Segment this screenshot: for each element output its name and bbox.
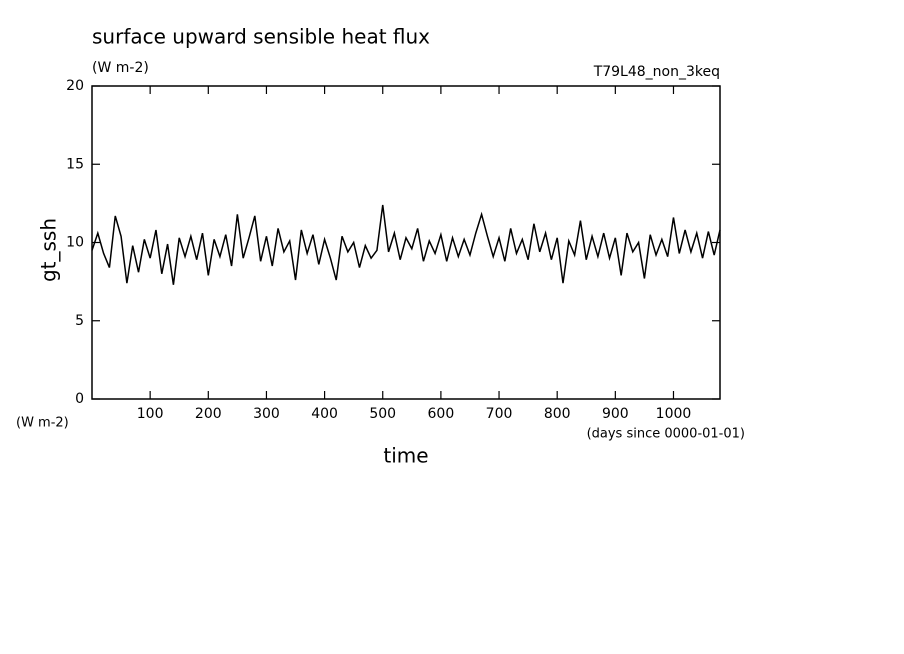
y-tick-label: 0 bbox=[75, 391, 84, 407]
x-tick-label: 600 bbox=[428, 406, 455, 422]
y-tick-label: 10 bbox=[66, 235, 84, 251]
x-tick-label: 800 bbox=[544, 406, 571, 422]
y-tick-label: 5 bbox=[75, 313, 84, 329]
x-tick-label: 300 bbox=[253, 406, 280, 422]
x-tick-label: 500 bbox=[369, 406, 396, 422]
x-tick-label: 900 bbox=[602, 406, 629, 422]
run-label: T79L48_non_3keq bbox=[593, 64, 720, 80]
x-tick-label: 400 bbox=[311, 406, 338, 422]
y-tick-label: 15 bbox=[66, 156, 84, 172]
x-unit-label: (days since 0000-01-01) bbox=[587, 427, 745, 442]
y-unit-label: (W m-2) bbox=[16, 416, 69, 431]
chart-subtitle: (W m-2) bbox=[92, 60, 149, 76]
y-axis-label: gt_ssh bbox=[37, 218, 61, 282]
x-tick-label: 100 bbox=[137, 406, 164, 422]
x-tick-label: 700 bbox=[486, 406, 513, 422]
x-tick-label: 1000 bbox=[656, 406, 692, 422]
chart-title: surface upward sensible heat flux bbox=[92, 25, 430, 49]
y-tick-label: 20 bbox=[66, 78, 84, 94]
x-axis-label: time bbox=[383, 444, 428, 468]
data-line bbox=[91, 204, 721, 285]
x-tick-label: 200 bbox=[195, 406, 222, 422]
